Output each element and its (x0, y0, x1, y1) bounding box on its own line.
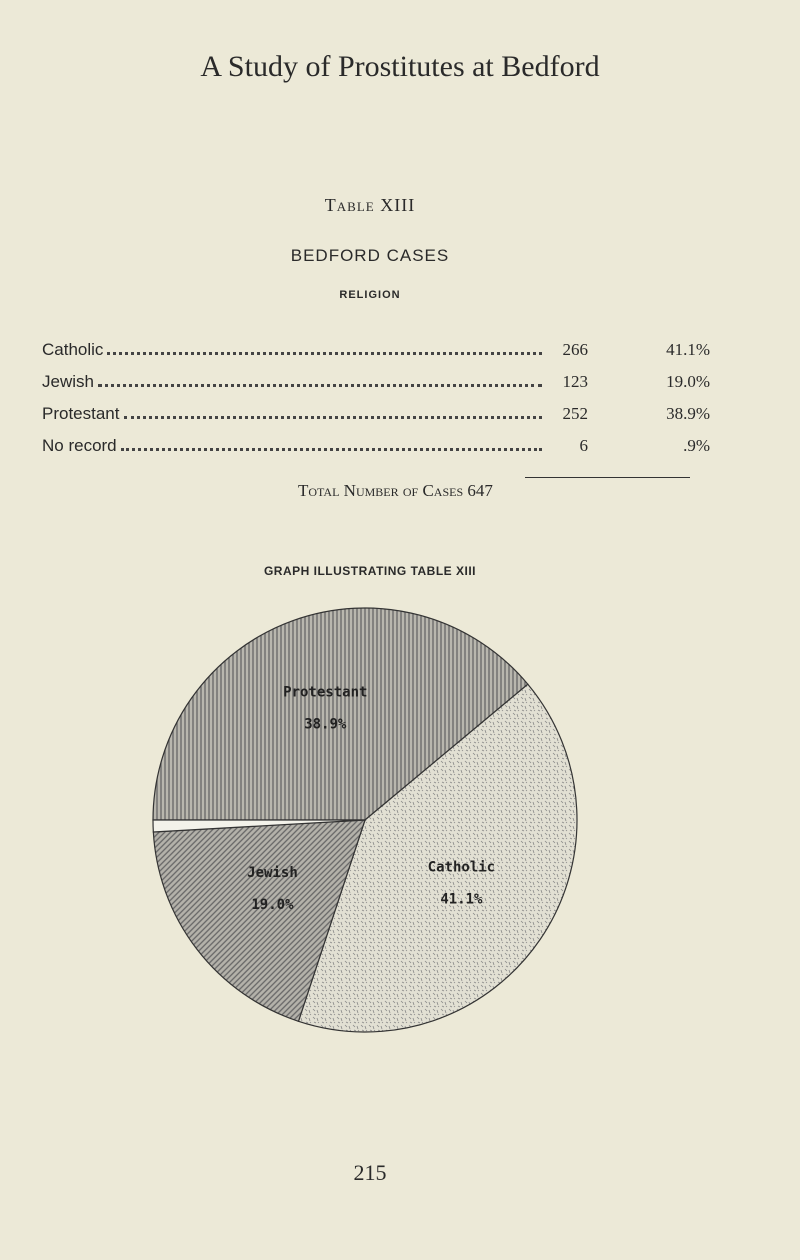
total-label: Total Number of Cases (298, 481, 464, 500)
row-label: No record (42, 436, 117, 455)
slice-value-label: 41.1% (440, 892, 483, 908)
page-title: A Study of Prostitutes at Bedford (200, 50, 600, 83)
total-value: 647 (467, 481, 493, 500)
pie-slice (152, 819, 366, 833)
table-row: No record 6 .9% (42, 436, 710, 460)
table-row: Jewish 123 19.0% (42, 372, 710, 396)
pie-slice (152, 819, 366, 1023)
total-row: Total Number of Cases 647 (298, 481, 493, 501)
slice-label: Protestant (283, 684, 367, 700)
table-title: Table XIII (324, 195, 416, 215)
row-label: Jewish (42, 372, 94, 391)
table-caption: RELIGION (339, 289, 401, 301)
row-percent: 38.9% (666, 404, 710, 423)
dot-leader (120, 448, 542, 451)
row-percent: 19.0% (666, 372, 710, 391)
row-count: 252 (562, 404, 589, 423)
table-subtitle: BEDFORD CASES (290, 246, 450, 265)
slice-label: Jewish (247, 865, 298, 881)
dot-leader (97, 384, 542, 387)
slice-value-label: 19.0% (251, 897, 294, 913)
chart-title: GRAPH ILLUSTRATING TABLE XIII (263, 564, 477, 578)
table-row: Protestant 252 38.9% (42, 404, 710, 428)
row-count: 123 (562, 372, 589, 391)
row-count: 6 (579, 436, 589, 455)
dot-leader (123, 416, 542, 419)
row-percent: 41.1% (666, 340, 710, 359)
row-percent: .9% (683, 436, 710, 455)
slice-label: Catholic (428, 860, 495, 876)
pie-slice (297, 683, 578, 1033)
dot-leader (107, 352, 542, 355)
page-number: 215 (353, 1160, 387, 1185)
row-count: 266 (562, 340, 589, 359)
row-label: Protestant (42, 404, 120, 423)
slice-value-label: 38.9% (304, 716, 347, 732)
sum-rule (525, 477, 690, 478)
table-row: Catholic 266 41.1% (42, 340, 710, 364)
pie-slice (152, 607, 529, 821)
row-label: Catholic (42, 340, 104, 359)
